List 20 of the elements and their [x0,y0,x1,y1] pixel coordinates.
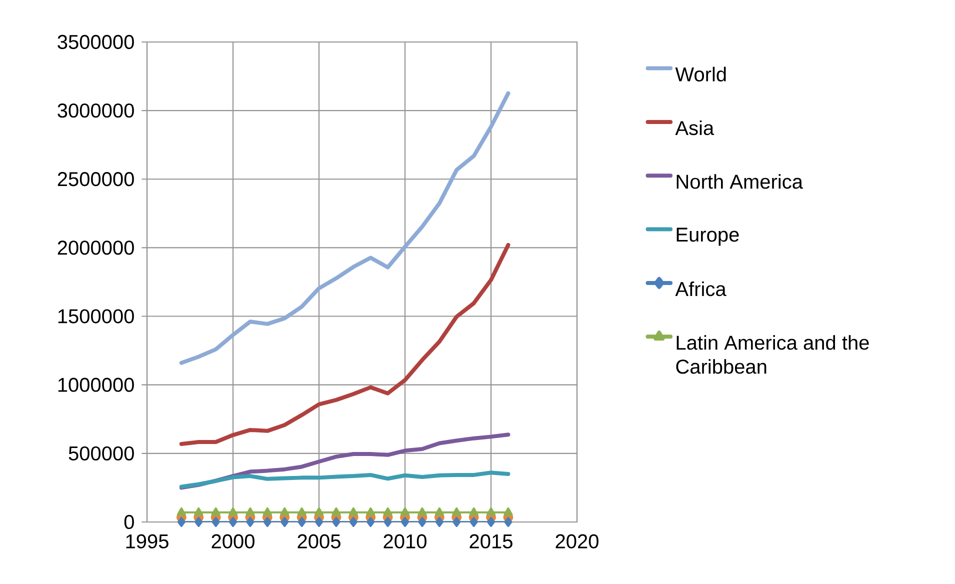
y-tick-label: 0 [124,514,134,530]
legend-label: Europe [676,228,739,246]
legend-label: Asia [675,120,714,136]
legend-label: Latin America and the Caribbean [676,335,869,374]
y-tick-label: 1500000 [58,309,134,324]
legend-label: Africa [675,281,726,296]
legend-label: North America [676,174,803,189]
y-tick-label: 500000 [68,446,134,460]
y-tick-label: 1000000 [58,378,134,392]
x-tick-label: 2020 [556,534,598,548]
y-tick-label: 3500000 [58,34,134,50]
y-tick-label: 2500000 [58,172,134,186]
y-tick-label: 3000000 [58,103,134,118]
x-tick-label: 2015 [470,534,512,548]
legend-label: World [675,66,726,82]
x-tick-label: 2000 [212,534,254,548]
y-tick-label: 2000000 [58,240,134,255]
x-tick-label: 2010 [384,534,426,548]
x-tick-label: 1995 [126,534,168,548]
x-tick-label: 2005 [298,534,340,548]
